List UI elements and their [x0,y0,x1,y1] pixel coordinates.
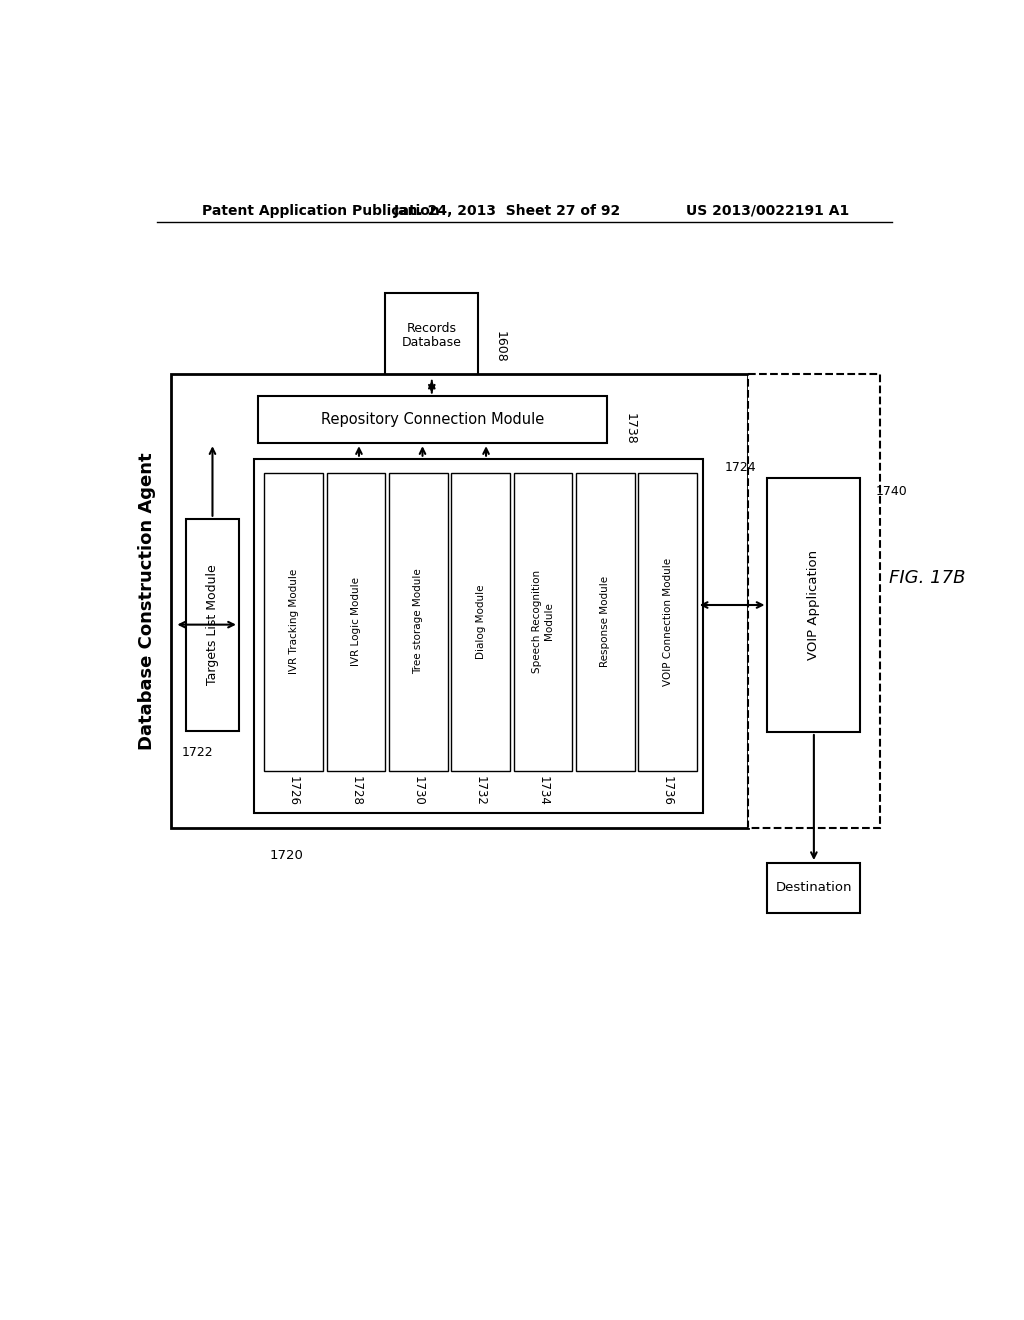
Bar [767,863,860,913]
Text: 1724: 1724 [725,462,757,474]
Bar [327,473,385,771]
Text: Dialog Module: Dialog Module [475,585,485,659]
Text: 1740: 1740 [876,486,907,499]
Bar [577,473,635,771]
Text: IVR Logic Module: IVR Logic Module [351,577,361,667]
Bar [452,473,510,771]
Text: VOIP Connection Module: VOIP Connection Module [663,557,673,685]
Bar [264,473,323,771]
Text: FIG. 17B: FIG. 17B [889,569,966,587]
Text: Speech Recognition
Module: Speech Recognition Module [532,570,554,673]
Text: 1720: 1720 [270,849,304,862]
Text: Response Module: Response Module [600,576,610,667]
Bar [638,473,697,771]
Text: Jan. 24, 2013  Sheet 27 of 92: Jan. 24, 2013 Sheet 27 of 92 [394,203,622,218]
Text: 1738: 1738 [624,413,637,445]
Text: Patent Application Publication: Patent Application Publication [202,203,439,218]
Text: 1732: 1732 [474,776,487,807]
Text: 1726: 1726 [287,776,300,807]
Bar [748,374,880,829]
Bar [389,473,447,771]
Text: 1730: 1730 [412,776,425,807]
Text: 1608: 1608 [494,331,507,363]
Bar [171,374,748,829]
Bar [258,396,607,444]
Text: 1736: 1736 [662,776,674,807]
Text: 1734: 1734 [537,776,550,807]
Text: IVR Tracking Module: IVR Tracking Module [289,569,299,675]
Text: Database Construction Agent: Database Construction Agent [138,453,157,750]
Bar [254,459,703,813]
Text: 1722: 1722 [182,746,214,759]
Text: Targets List Module: Targets List Module [206,564,219,685]
Text: US 2013/0022191 A1: US 2013/0022191 A1 [685,203,849,218]
Bar [385,293,478,378]
Text: Repository Connection Module: Repository Connection Module [321,412,544,426]
Text: 1728: 1728 [349,776,362,807]
Text: Destination: Destination [775,882,852,895]
Text: VOIP Application: VOIP Application [807,550,820,660]
Bar [186,519,239,730]
Bar [767,478,860,733]
Text: Records
Database: Records Database [401,322,462,350]
Text: Tree storage Module: Tree storage Module [414,569,423,675]
Bar [514,473,572,771]
